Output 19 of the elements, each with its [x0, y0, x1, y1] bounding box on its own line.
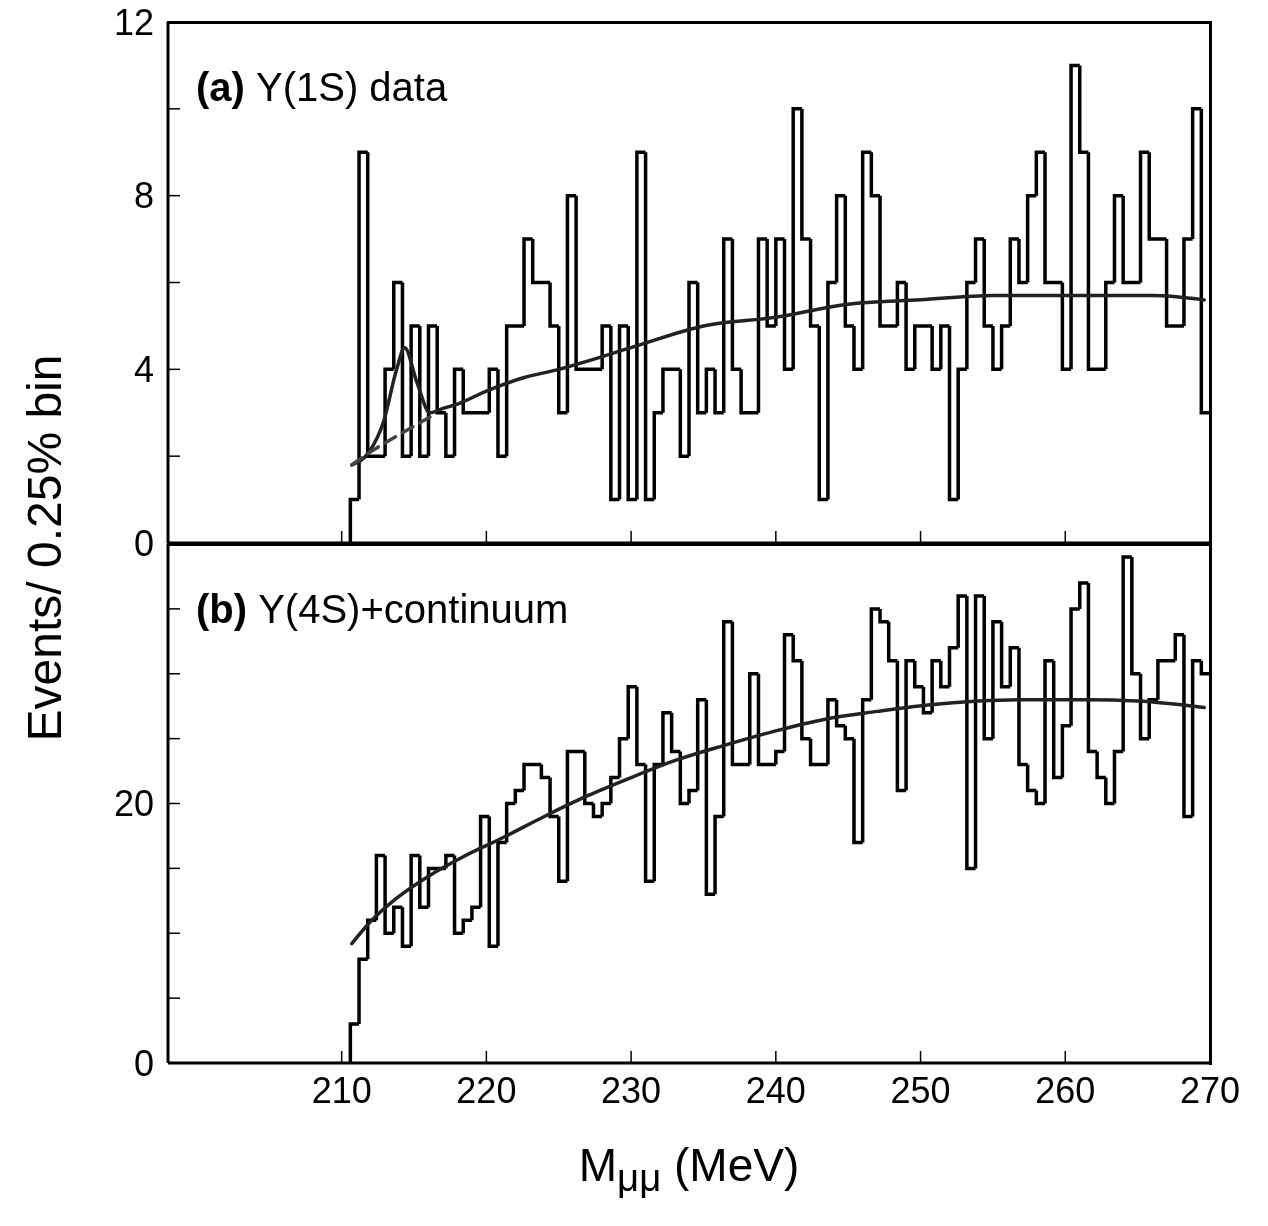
x-axis-title: M$_{μμ}$ (MeV): [577, 1138, 801, 1202]
x-tick-label: 220: [456, 1069, 517, 1111]
y-tick-label: 4: [133, 349, 154, 391]
y-tick-label: 0: [133, 522, 154, 564]
y-tick-label: 20: [113, 783, 154, 825]
x-tick-label: 250: [890, 1069, 951, 1111]
y-tick-label: 8: [133, 175, 154, 217]
line-series: [350, 697, 1206, 946]
x-tick-label: 230: [601, 1069, 662, 1111]
line-series: [350, 415, 432, 467]
x-tick-label: 240: [745, 1069, 806, 1111]
y-tick-label: 12: [113, 1, 154, 43]
x-tick-label: 270: [1179, 1069, 1241, 1111]
y-tick-label: 0: [133, 1042, 154, 1084]
x-tick-label: 210: [311, 1069, 372, 1111]
y-axis-title: Events/ 0.25% bin: [17, 353, 72, 744]
annotation: (b) Υ(4S)+continuum: [196, 587, 569, 631]
annotation: (a) Υ(1S) data: [196, 65, 448, 109]
x-tick-label: 260: [1035, 1069, 1096, 1111]
